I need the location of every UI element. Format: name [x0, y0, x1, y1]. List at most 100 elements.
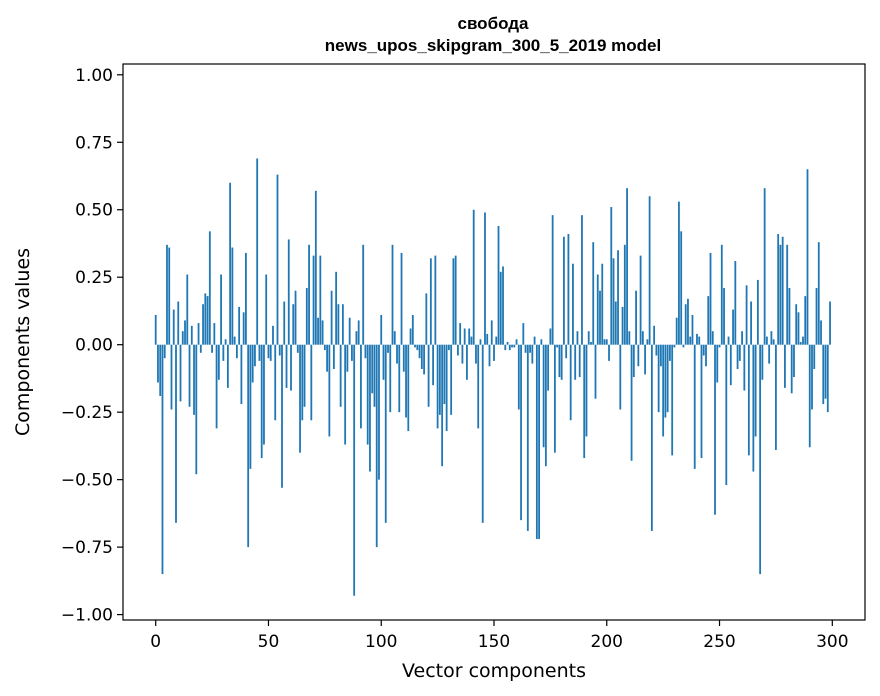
x-tick-label: 50 [258, 632, 280, 652]
bar [594, 344, 597, 399]
bar [698, 336, 701, 345]
bar [729, 344, 732, 386]
bar [635, 290, 637, 345]
bar [741, 331, 743, 345]
bar [641, 331, 644, 345]
bar [477, 344, 480, 429]
bar [666, 344, 669, 413]
bar [723, 288, 725, 345]
bar [702, 344, 705, 356]
bar [332, 344, 335, 369]
bar [693, 344, 696, 469]
bar [229, 182, 232, 345]
bar [285, 344, 288, 388]
bar [179, 344, 182, 402]
bar [339, 344, 342, 407]
bar [226, 344, 229, 388]
bar [447, 344, 450, 351]
bar [808, 344, 811, 448]
bar [533, 336, 536, 345]
bar [601, 263, 604, 345]
bar [664, 344, 667, 418]
bar [732, 309, 734, 345]
bar [799, 342, 802, 345]
bar [317, 317, 319, 345]
bar [675, 317, 678, 345]
bar [292, 304, 295, 345]
bar [251, 344, 254, 383]
bar [603, 339, 606, 345]
bar [328, 344, 331, 437]
bar [459, 323, 462, 345]
bar [265, 274, 268, 345]
bar [181, 331, 184, 345]
bar [768, 344, 771, 364]
bar [438, 344, 441, 415]
bar [499, 271, 502, 345]
bar [436, 344, 439, 429]
bar [301, 344, 304, 421]
bar [312, 255, 315, 345]
bar [538, 344, 540, 540]
bar [177, 301, 180, 345]
bar [802, 336, 804, 345]
bar [481, 344, 484, 523]
bar [612, 258, 615, 345]
bar [815, 288, 818, 345]
bar [445, 344, 448, 432]
bar [326, 344, 328, 372]
bar [290, 344, 292, 391]
bar [369, 344, 371, 472]
bar [572, 263, 574, 345]
bar [517, 344, 520, 410]
bar [468, 328, 471, 345]
bar [646, 339, 649, 345]
bar [362, 244, 365, 345]
bar [621, 306, 624, 345]
bar [319, 255, 322, 345]
bar [829, 301, 831, 345]
bar [400, 252, 403, 345]
bar [364, 344, 367, 359]
bar [463, 328, 466, 345]
bar [718, 344, 721, 348]
bar [310, 344, 313, 421]
bar [258, 344, 261, 361]
bar [420, 344, 423, 369]
y-axis-ticks: −1.00 −0.75 −0.50 −0.25 0.00 0.25 0.50 0.75 1.00 [61, 66, 123, 626]
bar [581, 215, 583, 345]
bar [434, 255, 437, 345]
bar [820, 320, 822, 345]
bar [344, 344, 347, 445]
bar [366, 344, 369, 445]
bar [542, 344, 545, 448]
bar [267, 344, 270, 359]
bar [495, 336, 498, 345]
bar [231, 247, 234, 345]
bar [772, 339, 775, 345]
bar [305, 288, 308, 345]
bar [727, 336, 730, 345]
bar [247, 344, 250, 548]
bar [738, 344, 741, 361]
bar [215, 344, 218, 429]
bar [407, 344, 410, 432]
bar [387, 344, 389, 353]
bar [775, 344, 777, 450]
bar [217, 344, 220, 380]
bar [382, 344, 385, 380]
bar [526, 344, 529, 531]
bar [303, 344, 306, 407]
bar [384, 344, 387, 523]
bar [578, 344, 581, 378]
bar [330, 290, 333, 345]
bar [569, 344, 572, 421]
bar [587, 331, 590, 345]
bar [707, 296, 710, 345]
bar [793, 344, 795, 378]
bar [202, 304, 204, 345]
bar [806, 169, 809, 345]
bar [687, 298, 689, 345]
bar [599, 290, 601, 345]
y-tick-label: 1.00 [75, 66, 113, 86]
